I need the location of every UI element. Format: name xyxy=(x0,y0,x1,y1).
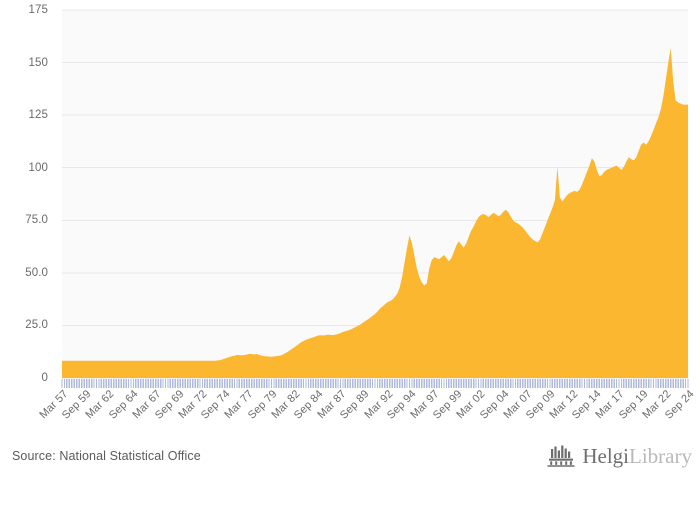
minor-tick-marks xyxy=(61,379,689,388)
y-axis-labels: 0 25.0 50.0 75.0 100 125 150 175 xyxy=(0,0,58,400)
source-label: Source: National Statistical Office xyxy=(12,449,201,463)
chart-footer: Source: National Statistical Office xyxy=(0,430,700,483)
logo-secondary-text: Library xyxy=(629,443,692,468)
y-axis-tick-label: 125 xyxy=(28,109,48,122)
y-axis-tick-label: 25.0 xyxy=(25,319,48,332)
helgi-library-logo[interactable]: HelgiLibrary xyxy=(546,442,692,470)
y-axis-tick-label: 150 xyxy=(28,56,48,69)
y-axis-tick-label: 0 xyxy=(41,372,48,384)
y-axis-tick-label: 50.0 xyxy=(25,266,48,279)
y-axis-tick-label: 75.0 xyxy=(25,214,48,227)
y-axis-tick-label: 175 xyxy=(28,4,48,16)
logo-primary-text: Helgi xyxy=(582,443,630,468)
chart-container: 0 25.0 50.0 75.0 100 125 150 175 Mar 57 Sep 59 Ma… xyxy=(0,0,700,483)
y-axis-tick-label: 100 xyxy=(28,161,48,174)
helgi-library-book-icon xyxy=(547,445,575,467)
series-area-path xyxy=(62,47,688,378)
area-chart-svg xyxy=(61,9,689,388)
